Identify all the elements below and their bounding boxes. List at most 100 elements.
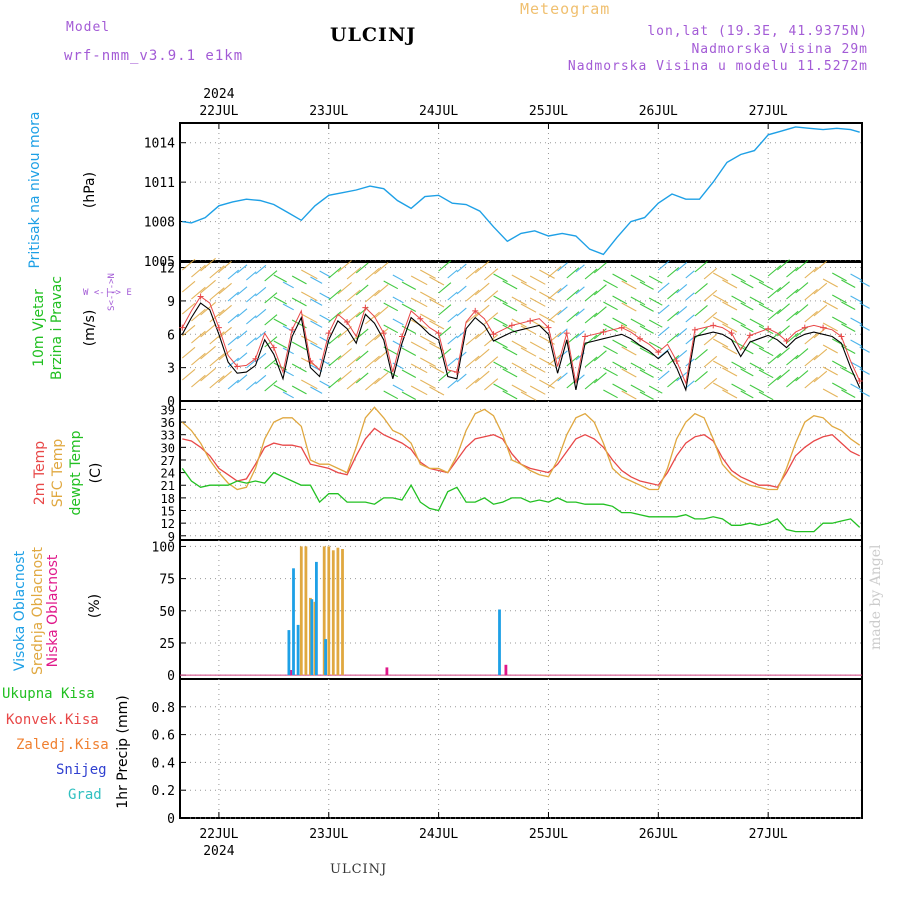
wind-barb [804, 376, 818, 389]
wind-barb [822, 366, 838, 376]
wind-barb [712, 316, 729, 326]
wind-barb [236, 308, 248, 318]
wind-barb [420, 357, 436, 367]
wind-barb [401, 369, 417, 378]
wind-barb [749, 340, 765, 350]
wind-barb [420, 291, 436, 301]
ytick-label-cloud: 50 [159, 605, 175, 620]
wind-barb [365, 355, 380, 369]
wind-barb [511, 274, 527, 284]
wind-gust-marker [380, 330, 387, 337]
wind-barb [319, 380, 331, 388]
wind-gust-marker [600, 329, 607, 336]
wind-barb [603, 367, 618, 377]
wind-barb [795, 304, 809, 316]
wind-barb [181, 324, 196, 337]
wind-barb [731, 295, 746, 305]
wind-barb [429, 364, 445, 374]
wind-barb [804, 332, 818, 345]
wind-barb [209, 309, 225, 323]
wind-barb [218, 326, 232, 339]
wind-barb [484, 356, 499, 369]
wind-barb [218, 260, 232, 273]
wind-barb [236, 330, 248, 340]
wind-barb [740, 302, 754, 311]
cloud-bar [287, 630, 291, 676]
wind-barb [474, 370, 490, 384]
wind-barb [420, 313, 436, 323]
wind-barb [566, 311, 580, 323]
wind-barb [438, 260, 452, 272]
wind-barb [648, 275, 663, 284]
wind-gust-marker [197, 293, 204, 300]
wind-barb [694, 370, 708, 383]
wind-barb [557, 328, 568, 338]
wind-barb [181, 258, 196, 271]
wind-barb [420, 269, 436, 279]
wind-barb [831, 360, 847, 370]
wind-barb [767, 330, 782, 343]
wind-barb [850, 383, 863, 391]
wind-barb [612, 295, 628, 305]
wind-barb [630, 384, 646, 394]
wind-barb [319, 358, 331, 366]
wind-barb [593, 328, 607, 340]
wind-barb [703, 289, 718, 302]
wind-barb [539, 269, 555, 279]
wind-barb [776, 303, 790, 315]
ytick-label-pressure: 1011 [144, 176, 175, 191]
wind-barb [200, 367, 216, 382]
wind-barb [319, 314, 331, 322]
wind-barb [703, 333, 718, 346]
wind-barb [813, 260, 828, 273]
wind-barb [218, 370, 232, 383]
wind-barb [310, 320, 323, 328]
wind-barb [438, 348, 452, 360]
wind-barb [612, 383, 628, 393]
wind-barb [191, 374, 206, 388]
wind-barb [621, 368, 637, 378]
wind-barb [246, 271, 257, 281]
wind-barb [703, 377, 718, 390]
wind-barb [813, 326, 828, 339]
wind-barb [319, 270, 331, 278]
wind-barb [694, 282, 708, 295]
wind-barb [493, 317, 508, 327]
wind-barb [676, 261, 688, 272]
wind-gust-marker [179, 324, 186, 331]
wind-barb [337, 304, 352, 317]
wind-barb [429, 386, 445, 396]
wind-barb [557, 262, 568, 272]
wind-barb [667, 354, 680, 366]
wind-barb [804, 266, 818, 279]
wind-barb [621, 302, 637, 312]
ytick-label-wind: 0 [167, 395, 175, 410]
wind-barb [575, 330, 585, 339]
wind-gust-marker [582, 333, 589, 340]
wind-barb [722, 279, 738, 289]
wind-barb [603, 301, 618, 311]
temp-line-0 [182, 427, 860, 489]
product-title: Meteogram [520, 0, 611, 18]
wind-barb [621, 390, 637, 400]
wind-gust-marker [820, 324, 827, 331]
cloud-bar [299, 546, 303, 676]
wind-barb [584, 290, 598, 302]
wind-gust-marker [398, 333, 405, 340]
wind-barb [786, 376, 799, 388]
wind-barb [648, 363, 663, 372]
wind-barb [575, 264, 585, 273]
wind-barb [520, 303, 537, 313]
wind-barb [529, 275, 546, 285]
wind-barb [273, 362, 287, 371]
wind-gust-marker [289, 326, 296, 333]
wind-barb [383, 390, 399, 400]
wind-barb [209, 375, 225, 389]
wind-barb [484, 334, 499, 347]
wind-barb [740, 280, 754, 289]
wind-barb [603, 279, 618, 289]
wind-barb [291, 385, 307, 395]
wind-barb [850, 361, 863, 369]
wind-barb [657, 260, 670, 271]
wind-barb [420, 335, 436, 345]
